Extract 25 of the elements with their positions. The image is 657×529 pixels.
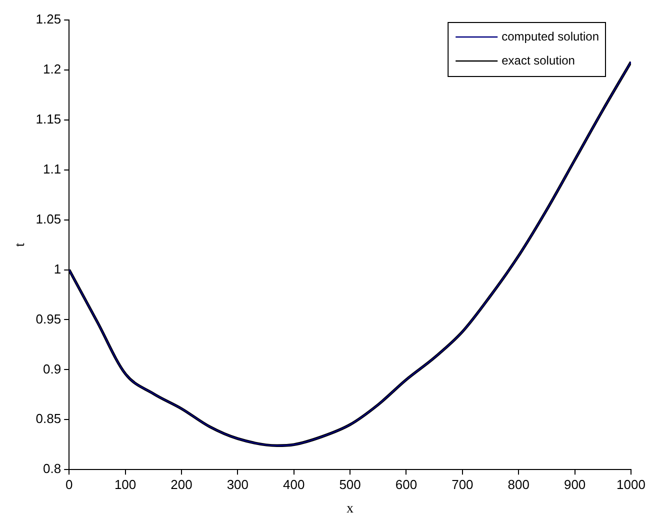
x-tick-label: 0 [65, 476, 73, 492]
x-tick-label: 800 [508, 476, 530, 492]
y-tick-label: 0.9 [43, 361, 62, 376]
x-tick-label: 300 [226, 476, 249, 492]
y-tick-label: 1.05 [36, 211, 62, 226]
x-tick-label: 600 [395, 476, 418, 492]
y-tick-label: 1 [54, 261, 62, 276]
x-tick-label: 700 [452, 476, 474, 492]
y-tick-label: 1.25 [36, 12, 62, 27]
x-tick-label: 200 [170, 476, 192, 492]
x-tick-label: 900 [564, 476, 586, 492]
y-tick-label: 1.15 [36, 111, 62, 126]
x-tick-label: 400 [283, 476, 305, 492]
y-axis-title: t [13, 242, 28, 247]
x-tick-label: 500 [339, 476, 361, 492]
y-tick-label: 0.8 [43, 461, 62, 476]
y-tick-label: 1.2 [43, 62, 62, 77]
y-tick-label: 0.85 [36, 411, 62, 426]
legend-label: exact solution [502, 53, 575, 68]
y-tick-label: 1.1 [43, 161, 62, 176]
x-tick-label: 100 [114, 476, 136, 492]
y-tick-label: 0.95 [36, 311, 62, 326]
legend-label: computed solution [502, 29, 600, 44]
x-tick-label: 1000 [616, 476, 646, 492]
x-axis-title: x [346, 501, 354, 516]
